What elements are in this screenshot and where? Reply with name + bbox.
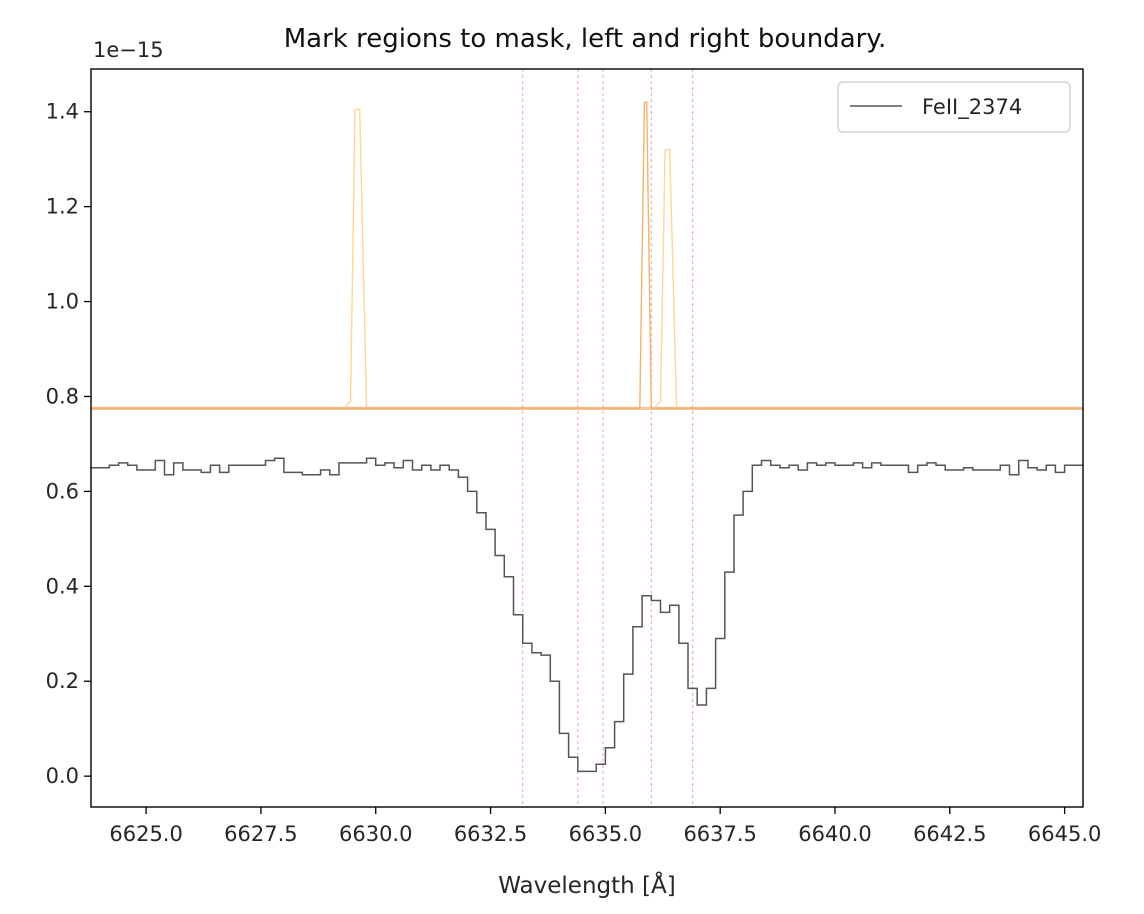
x-tick-label: 6630.0 <box>339 822 412 846</box>
x-tick-label: 6640.0 <box>798 822 871 846</box>
x-axis-label: Wavelength [Å] <box>498 871 675 899</box>
y-tick-label: 0.4 <box>46 574 79 598</box>
y-axis: 0.0 0.2 0.4 0.6 0.8 1.0 1.2 1.4 <box>46 100 91 788</box>
y-tick-label: 1.4 <box>46 100 79 124</box>
x-tick-label: 6635.0 <box>569 822 642 846</box>
y-tick-label: 1.0 <box>46 290 79 314</box>
y-tick-label: 0.8 <box>46 384 79 408</box>
x-tick-label: 6632.5 <box>454 822 527 846</box>
x-tick-label: 6625.0 <box>109 822 182 846</box>
chart-title: Mark regions to mask, left and right bou… <box>284 24 887 54</box>
y-tick-label: 1.2 <box>46 195 79 219</box>
y-tick-label: 0.6 <box>46 479 79 503</box>
series-layer <box>91 101 1083 773</box>
legend: FeII_2374 <box>837 81 1071 133</box>
y-offset-label: 1e−15 <box>93 38 164 62</box>
series-line-feii-2374 <box>91 457 1083 773</box>
x-tick-label: 6645.0 <box>1028 822 1101 846</box>
x-tick-label: 6642.5 <box>913 822 986 846</box>
mask-boundary-lines <box>522 69 694 807</box>
legend-box <box>837 81 1071 133</box>
model-line-1 <box>91 108 1083 409</box>
x-tick-label: 6627.5 <box>224 822 297 846</box>
y-tick-label: 0.2 <box>46 669 79 693</box>
y-tick-label: 0.0 <box>46 764 79 788</box>
plot-frame <box>90 68 1084 808</box>
plot-area <box>90 68 1084 808</box>
x-tick-label: 6637.5 <box>683 822 756 846</box>
model-line-2 <box>91 101 1083 409</box>
legend-label-feii-2374: FeII_2374 <box>922 95 1022 120</box>
x-axis: 6625.0 6627.5 6630.0 6632.5 6635.0 6637.5 6640… <box>109 807 1101 846</box>
